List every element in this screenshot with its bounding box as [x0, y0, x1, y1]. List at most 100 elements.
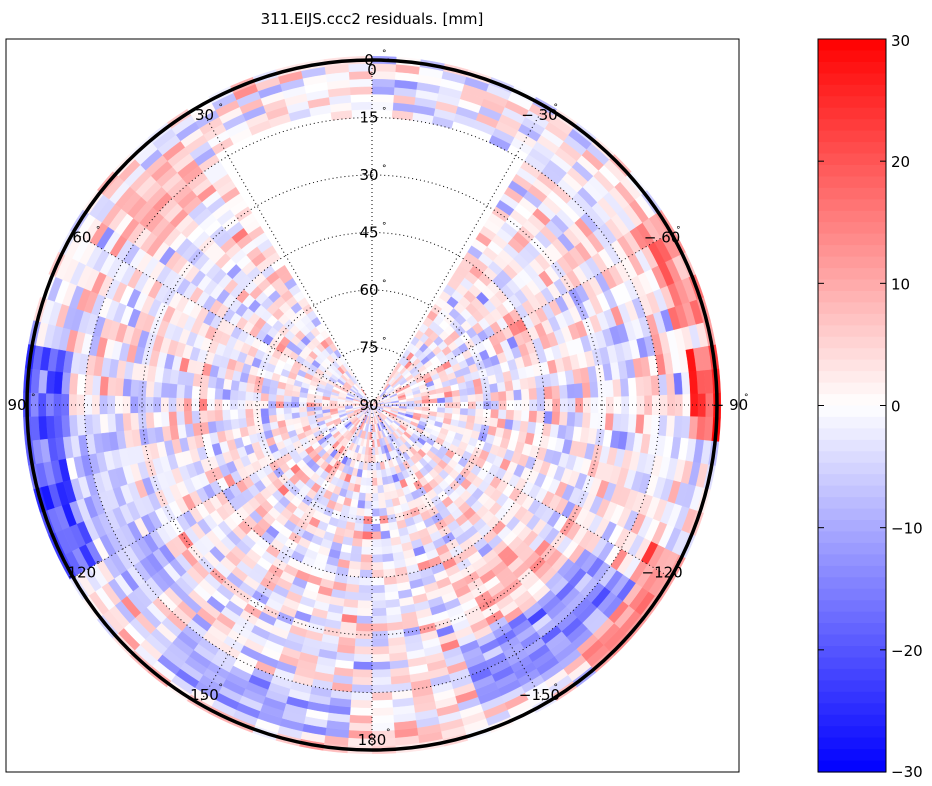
- heat-cell: [350, 706, 373, 716]
- heat-cell: [371, 500, 380, 509]
- heat-cell: [582, 397, 591, 413]
- colorbar-step: [818, 96, 886, 109]
- heat-cell: [371, 668, 392, 678]
- heat-cell: [459, 394, 468, 403]
- colorbar-step: [818, 302, 886, 315]
- heat-cell: [380, 522, 390, 532]
- heat-cell: [222, 389, 232, 401]
- azimuth-label-0: 0: [367, 61, 377, 79]
- degree-mark: °: [382, 222, 387, 232]
- heat-cell: [371, 691, 393, 701]
- degree-mark: °: [219, 683, 224, 693]
- heat-cell: [589, 412, 599, 429]
- heat-cell: [222, 409, 232, 421]
- heat-cell: [283, 407, 293, 415]
- heat-cell: [207, 387, 216, 400]
- heat-cell: [275, 401, 285, 409]
- heat-cell: [368, 446, 373, 456]
- azimuth-label--30: − 30: [521, 106, 557, 124]
- colorbar-step: [818, 726, 886, 739]
- heat-cell: [358, 592, 373, 601]
- heat-cell: [520, 388, 530, 400]
- heat-cell: [490, 400, 499, 410]
- heat-cell: [451, 395, 461, 403]
- colorbar-step: [818, 668, 886, 681]
- heat-cell: [214, 388, 224, 400]
- heat-cell: [153, 412, 163, 429]
- colorbar-step: [818, 336, 886, 349]
- heat-cell: [353, 660, 373, 670]
- heat-cell: [368, 439, 373, 448]
- colorbar-tick-label: 30: [891, 32, 910, 50]
- colorbar-tick-label: 0: [891, 398, 901, 416]
- colorbar-step: [818, 497, 886, 510]
- heat-cell: [503, 418, 514, 430]
- heat-cell: [364, 508, 373, 517]
- azimuth-label-120: 120: [68, 564, 97, 582]
- heat-cell: [191, 385, 201, 400]
- heat-cell: [321, 399, 331, 404]
- heat-cell: [357, 607, 373, 617]
- heat-cell: [573, 411, 583, 428]
- colorbar-tick-label: −10: [891, 520, 923, 538]
- heat-cell: [371, 706, 394, 716]
- colorbar-step: [818, 623, 886, 636]
- heat-cell: [353, 530, 364, 540]
- heat-cell: [360, 561, 373, 571]
- colorbar-step: [818, 199, 886, 212]
- elevation-label-75: 75: [359, 339, 378, 357]
- degree-mark: °: [382, 394, 387, 404]
- heat-cell: [329, 400, 338, 405]
- colorbar-step: [818, 439, 886, 452]
- colorbar-step: [818, 611, 886, 624]
- heat-cell: [611, 413, 622, 432]
- heat-cell: [488, 417, 499, 428]
- heat-cell: [299, 397, 308, 403]
- heat-cell: [474, 408, 484, 417]
- heat-cell: [245, 408, 255, 419]
- colorbar-step: [818, 428, 886, 441]
- colorbar-step: [818, 84, 886, 97]
- colorbar-step: [818, 371, 886, 384]
- heat-cell: [459, 401, 469, 409]
- heat-cell: [619, 377, 629, 397]
- colorbar-step: [818, 691, 886, 704]
- heat-cell: [643, 395, 653, 415]
- heat-cell: [367, 454, 373, 463]
- heat-cell: [184, 385, 194, 399]
- heat-cell: [237, 390, 247, 401]
- heat-cell: [371, 584, 386, 594]
- colorbar-step: [818, 256, 886, 269]
- heat-cell: [421, 406, 430, 412]
- colorbar-step: [818, 61, 886, 74]
- heat-cell: [473, 415, 483, 425]
- heat-cell: [115, 377, 125, 397]
- heat-cell: [161, 382, 171, 399]
- heat-cell: [444, 407, 453, 414]
- heat-cell: [354, 645, 373, 655]
- colorbar-step: [818, 657, 886, 670]
- heat-cell: [183, 398, 193, 412]
- heat-cell: [371, 86, 395, 96]
- heat-cell: [348, 560, 362, 570]
- colorbar-step: [818, 210, 886, 223]
- heat-cell: [268, 408, 277, 417]
- heat-cell: [535, 410, 545, 424]
- heat-cell: [380, 530, 391, 540]
- heat-cell: [359, 576, 373, 586]
- heat-cell: [230, 409, 239, 421]
- heat-cell: [371, 615, 388, 624]
- heat-cell: [91, 395, 101, 415]
- azimuth-label-180: 180: [358, 731, 387, 749]
- heat-cell: [535, 386, 545, 400]
- heat-cell: [558, 384, 568, 399]
- colorbar-step: [818, 187, 886, 200]
- degree-mark: °: [676, 226, 681, 236]
- heat-cell: [459, 407, 468, 416]
- heat-cell: [357, 599, 373, 609]
- heat-cell: [230, 380, 241, 392]
- heat-cell: [283, 395, 293, 403]
- heat-cell: [245, 400, 254, 410]
- heat-cell: [466, 414, 476, 424]
- degree-mark: °: [382, 107, 387, 117]
